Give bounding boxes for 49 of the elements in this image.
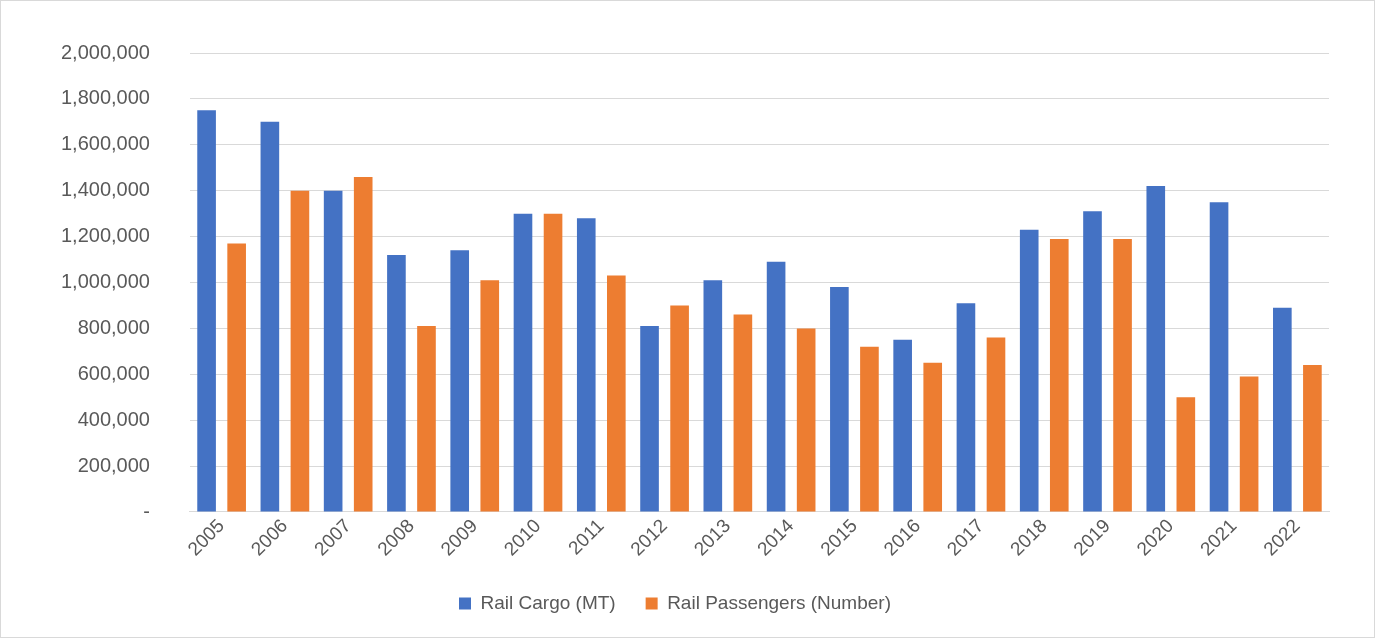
bar xyxy=(513,213,533,512)
bar xyxy=(480,280,500,512)
y-tick-label: 800,000 xyxy=(77,315,150,338)
bar xyxy=(576,218,596,512)
y-tick-label: 400,000 xyxy=(77,407,150,430)
y-tick-label: 1,600,000 xyxy=(60,132,150,155)
bar xyxy=(893,339,912,512)
bar xyxy=(417,326,436,512)
bar xyxy=(197,110,216,512)
bar xyxy=(353,176,373,512)
bar xyxy=(860,346,879,512)
y-tick-label: 2,000,000 xyxy=(60,40,150,63)
bar xyxy=(1303,365,1322,512)
y-tick-label: 1,800,000 xyxy=(60,86,150,109)
bar xyxy=(1146,186,1166,512)
bar xyxy=(1176,397,1196,512)
bar xyxy=(923,362,943,512)
bar xyxy=(323,190,343,512)
bar xyxy=(450,250,470,512)
bar xyxy=(1083,211,1102,512)
bar xyxy=(956,303,976,512)
bar xyxy=(290,190,310,512)
bar xyxy=(640,326,659,512)
y-tick-label: 200,000 xyxy=(77,453,150,476)
bar xyxy=(670,305,689,512)
bar xyxy=(1113,238,1132,512)
bar xyxy=(703,280,723,512)
y-tick-label: 1,200,000 xyxy=(60,224,150,247)
bar xyxy=(543,213,563,512)
legend-label: Rail Passengers (Number) xyxy=(667,591,891,613)
bar xyxy=(1209,202,1229,512)
bar xyxy=(766,261,786,512)
bar xyxy=(260,121,280,512)
y-tick-label: 1,000,000 xyxy=(60,270,150,293)
bar xyxy=(1273,307,1292,512)
bar xyxy=(607,275,626,512)
bar xyxy=(986,337,1006,512)
y-tick-label: 600,000 xyxy=(77,361,150,384)
bar xyxy=(1239,376,1259,512)
bar xyxy=(227,243,246,512)
bar xyxy=(387,254,406,512)
bar xyxy=(733,314,753,512)
bar xyxy=(1019,229,1039,512)
bar xyxy=(830,287,849,512)
bar xyxy=(1049,238,1069,512)
bar xyxy=(796,328,816,512)
y-tick-label: 1,400,000 xyxy=(60,178,150,201)
legend-label: Rail Cargo (MT) xyxy=(480,591,616,613)
y-tick-label: - xyxy=(143,499,150,522)
